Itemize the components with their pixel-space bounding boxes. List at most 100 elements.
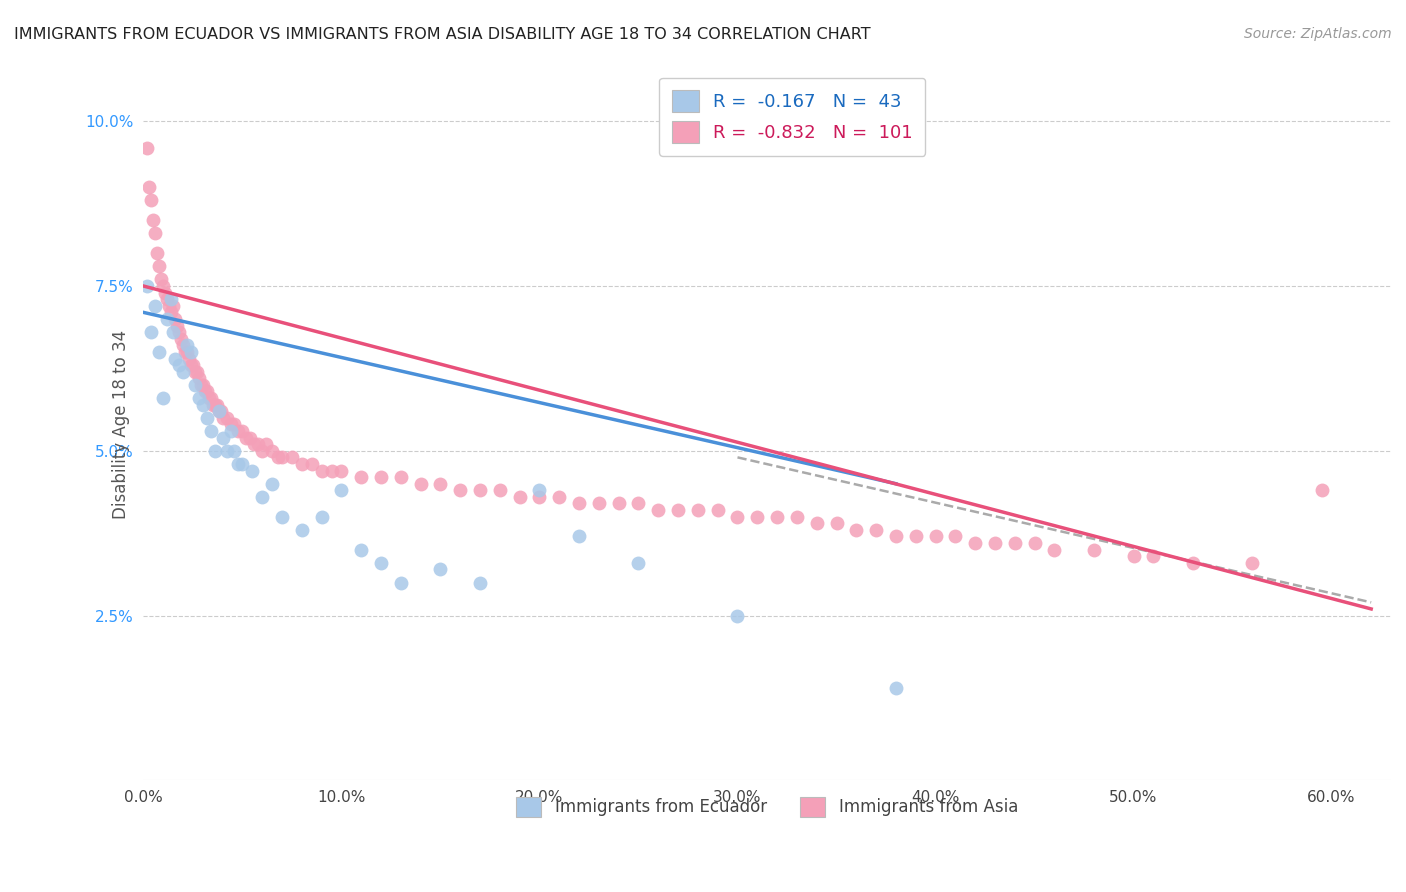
Point — [747, 509, 769, 524]
Point — [529, 483, 551, 498]
Point — [172, 365, 194, 379]
Point — [627, 556, 650, 570]
Point — [231, 424, 253, 438]
Point — [1043, 542, 1066, 557]
Point — [143, 227, 166, 241]
Point — [267, 450, 290, 465]
Point — [529, 490, 551, 504]
Point — [195, 384, 218, 399]
Point — [409, 476, 432, 491]
Point — [727, 608, 749, 623]
Point — [271, 450, 294, 465]
Legend: Immigrants from Ecuador, Immigrants from Asia: Immigrants from Ecuador, Immigrants from… — [508, 789, 1026, 825]
Point — [489, 483, 512, 498]
Point — [177, 351, 200, 366]
Point — [825, 516, 848, 531]
Point — [291, 457, 314, 471]
Point — [160, 305, 183, 319]
Point — [209, 404, 232, 418]
Point — [1241, 556, 1264, 570]
Point — [1181, 556, 1204, 570]
Point — [884, 529, 907, 543]
Point — [1310, 483, 1333, 498]
Point — [187, 371, 209, 385]
Point — [271, 509, 294, 524]
Point — [194, 384, 217, 399]
Point — [195, 410, 218, 425]
Point — [330, 483, 353, 498]
Point — [627, 496, 650, 510]
Point — [568, 529, 591, 543]
Point — [262, 476, 284, 491]
Point — [845, 523, 868, 537]
Point — [184, 365, 207, 379]
Point — [291, 523, 314, 537]
Point — [250, 490, 273, 504]
Point — [180, 345, 202, 359]
Point — [350, 470, 373, 484]
Point — [176, 338, 198, 352]
Point — [235, 431, 257, 445]
Point — [429, 476, 451, 491]
Point — [1024, 536, 1046, 550]
Point — [181, 358, 204, 372]
Point — [468, 483, 491, 498]
Point — [148, 345, 170, 359]
Point — [219, 424, 242, 438]
Point — [231, 457, 253, 471]
Point — [247, 437, 270, 451]
Point — [197, 391, 219, 405]
Point — [138, 180, 160, 194]
Point — [1142, 549, 1164, 564]
Point — [204, 443, 226, 458]
Point — [647, 503, 669, 517]
Point — [228, 424, 250, 438]
Point — [262, 443, 284, 458]
Point — [166, 318, 188, 333]
Point — [142, 213, 165, 227]
Point — [984, 536, 1007, 550]
Point — [172, 338, 194, 352]
Point — [389, 470, 412, 484]
Point — [141, 194, 163, 208]
Point — [706, 503, 728, 517]
Point — [370, 556, 392, 570]
Point — [157, 299, 180, 313]
Point — [240, 464, 263, 478]
Point — [330, 464, 353, 478]
Point — [548, 490, 571, 504]
Point — [219, 417, 242, 432]
Point — [162, 299, 184, 313]
Point — [449, 483, 471, 498]
Point — [389, 575, 412, 590]
Point — [468, 575, 491, 590]
Point — [588, 496, 610, 510]
Y-axis label: Disability Age 18 to 34: Disability Age 18 to 34 — [111, 330, 129, 519]
Point — [167, 358, 190, 372]
Point — [370, 470, 392, 484]
Point — [786, 509, 808, 524]
Point — [200, 424, 222, 438]
Point — [239, 431, 262, 445]
Point — [321, 464, 343, 478]
Point — [180, 358, 202, 372]
Point — [150, 272, 173, 286]
Point — [174, 345, 197, 359]
Point — [806, 516, 828, 531]
Point — [201, 398, 224, 412]
Point — [943, 529, 966, 543]
Point — [865, 523, 887, 537]
Point — [205, 398, 228, 412]
Point — [666, 503, 689, 517]
Point — [148, 259, 170, 273]
Point — [208, 404, 231, 418]
Point — [211, 431, 233, 445]
Point — [224, 417, 246, 432]
Point — [301, 457, 323, 471]
Point — [156, 312, 179, 326]
Point — [250, 443, 273, 458]
Point — [191, 398, 214, 412]
Point — [165, 312, 187, 326]
Point — [167, 325, 190, 339]
Point — [190, 377, 212, 392]
